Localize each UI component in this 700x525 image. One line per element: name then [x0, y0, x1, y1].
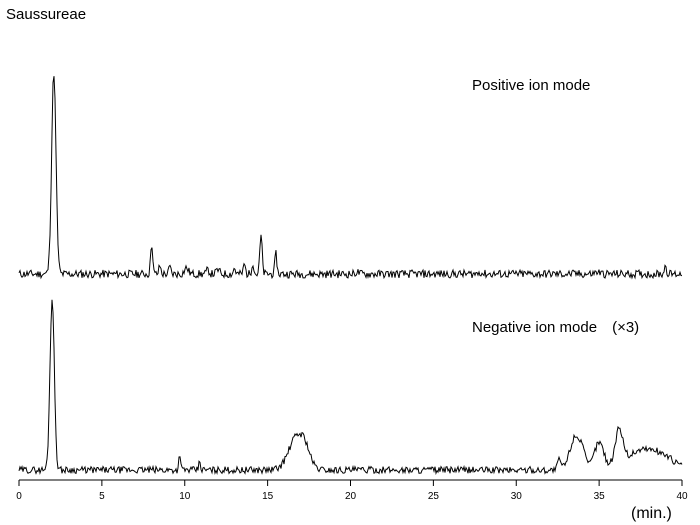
x-tick-label: 25	[428, 491, 440, 502]
x-tick-label: 0	[16, 491, 22, 502]
chart-title: Saussureae	[6, 6, 86, 23]
x-tick-label: 5	[99, 491, 105, 502]
negative-ion-mode-label: Negative ion mode (×3)	[472, 319, 639, 336]
x-axis-ticks: 0 5 10 15 20 25 30 35 40	[16, 480, 688, 502]
x-tick-label: 10	[179, 491, 191, 502]
x-tick-label: 40	[676, 491, 688, 502]
x-tick-label: 35	[594, 491, 606, 502]
positive-ion-mode-label: Positive ion mode	[472, 77, 590, 94]
positive-ion-trace	[18, 76, 683, 280]
x-tick-label: 30	[511, 491, 523, 502]
negative-ion-trace	[18, 299, 683, 476]
x-axis-label: (min.)	[631, 505, 672, 522]
x-tick-label: 20	[345, 491, 357, 502]
x-tick-label: 15	[262, 491, 274, 502]
